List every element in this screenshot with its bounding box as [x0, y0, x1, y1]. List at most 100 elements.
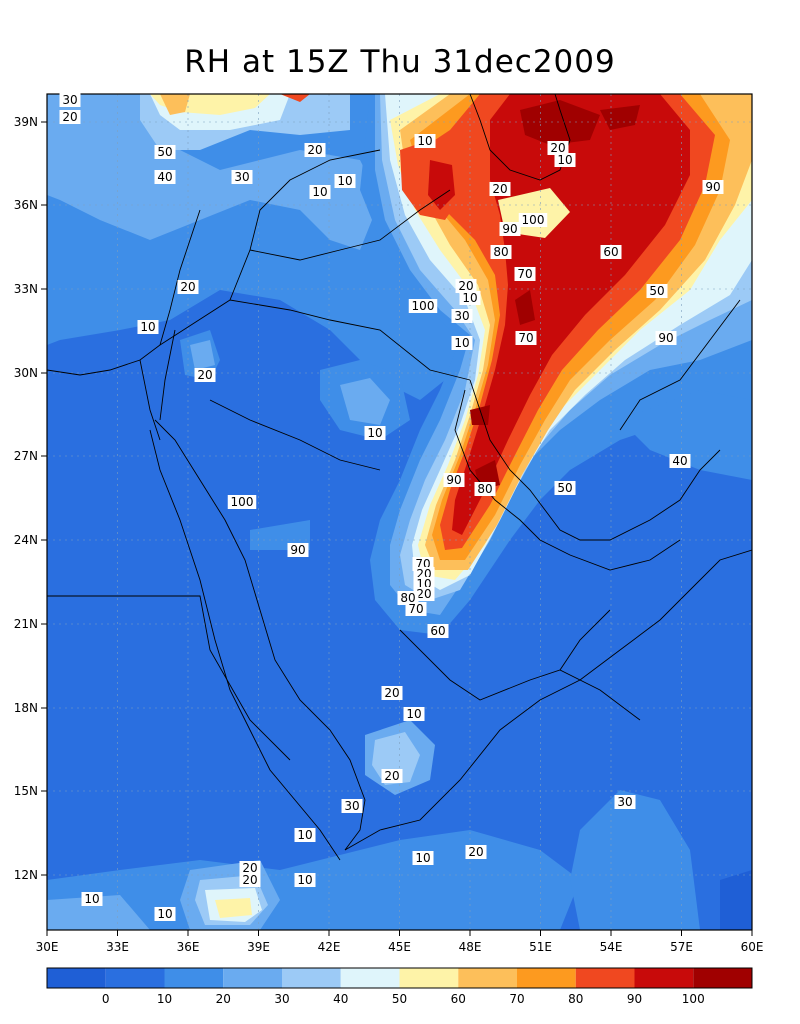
contour-label-text: 30	[62, 93, 77, 107]
colorbar-tick-label: 20	[216, 992, 231, 1006]
contour-label: 20	[59, 110, 81, 124]
colorbar: 0 10 20 30 40 50 60 70 80 90 100	[46, 967, 753, 1006]
lon-tick-label: 60E	[741, 940, 764, 954]
lon-tick-label: 45E	[388, 940, 411, 954]
contour-label-text: 80	[400, 591, 415, 605]
colorbar-swatch	[105, 968, 165, 988]
contour-label: 100	[518, 213, 548, 227]
colorbar-tick-label: 30	[274, 992, 289, 1006]
colorbar-tick-label: 0	[102, 992, 110, 1006]
band-north-80	[280, 94, 310, 102]
contour-label-text: 20	[550, 141, 565, 155]
colorbar-swatch	[282, 968, 341, 988]
colorbar-swatch	[223, 968, 282, 988]
colorbar-swatch	[458, 968, 517, 988]
colorbar-swatch	[340, 968, 400, 988]
contour-label-text: 30	[617, 795, 632, 809]
contour-label-text: 30	[234, 170, 249, 184]
contour-label: 50	[646, 284, 668, 298]
contour-label: 90	[443, 473, 465, 487]
contour-label: 20	[413, 587, 435, 601]
lat-tick-label: 39N	[14, 115, 38, 129]
lon-tick-label: 54E	[600, 940, 623, 954]
lon-tick-label: 39E	[247, 940, 270, 954]
lon-tick-label: 36E	[177, 940, 200, 954]
contour-label-text: 20	[384, 686, 399, 700]
colorbar-swatch	[575, 968, 635, 988]
contour-label: 30	[231, 170, 253, 184]
contour-label-text: 60	[603, 245, 618, 259]
contour-label-text: 50	[157, 145, 172, 159]
contour-label: 30	[341, 799, 363, 813]
contour-label: 20	[304, 143, 326, 157]
contour-label: 10	[412, 851, 434, 865]
lon-tick-label: 57E	[670, 940, 693, 954]
contour-label-text: 20	[468, 845, 483, 859]
colorbar-tick-label: 60	[451, 992, 466, 1006]
contour-label-text: 20	[62, 110, 77, 124]
contour-label: 80	[490, 245, 512, 259]
lat-tick-label: 21N	[14, 617, 38, 631]
contour-label: 80	[397, 591, 419, 605]
band-north-70	[160, 94, 190, 115]
coastline-layer	[47, 94, 752, 861]
colorbar-tick-label: 40	[333, 992, 348, 1006]
contour-label-text: 30	[344, 799, 359, 813]
contour-label-text: 10	[297, 828, 312, 842]
contour-label: 10	[459, 291, 481, 305]
contour-label: 10	[414, 134, 436, 148]
lon-tick-label: 48E	[459, 940, 482, 954]
contour-label: 90	[499, 222, 521, 236]
contour-label: 20	[381, 769, 403, 783]
contour-label: 100	[408, 299, 438, 313]
contour-label-text: 90	[446, 473, 461, 487]
contour-label: 40	[669, 454, 691, 468]
colorbar-swatch	[164, 968, 224, 988]
contour-label-text: 90	[658, 331, 673, 345]
contour-label-text: 10	[140, 320, 155, 334]
contour-label-text: 20	[307, 143, 322, 157]
contour-label-text: 70	[518, 331, 533, 345]
contour-label-text: 20	[242, 861, 257, 875]
contour-label-text: 10	[454, 336, 469, 350]
colorbar-swatch	[517, 968, 576, 988]
contour-label: 30	[59, 93, 81, 107]
colorbar-swatch	[399, 968, 459, 988]
contour-label: 10	[294, 873, 316, 887]
contour-label: 10	[309, 185, 331, 199]
contour-label-text: 100	[522, 213, 545, 227]
contour-label: 10	[403, 707, 425, 721]
lat-tick-label: 27N	[14, 449, 38, 463]
lat-tick-label: 15N	[14, 784, 38, 798]
contour-label-text: 20	[242, 873, 257, 887]
colorbar-tick-label: 100	[682, 992, 705, 1006]
contour-label-text: 50	[557, 481, 572, 495]
lon-tick-label: 33E	[106, 940, 129, 954]
contour-label: 20	[489, 182, 511, 196]
contour-label: 10	[451, 336, 473, 350]
lat-tick-label: 12N	[14, 868, 38, 882]
contour-label-text: 20	[416, 587, 431, 601]
contour-label-text: 90	[705, 180, 720, 194]
contour-label: 90	[655, 331, 677, 345]
contour-label: 90	[702, 180, 724, 194]
contour-label-text: 10	[367, 426, 382, 440]
contour-label: 100	[227, 495, 257, 509]
contour-label: 20	[455, 279, 477, 293]
contour-label-text: 10	[312, 185, 327, 199]
contour-label: 80	[474, 482, 496, 496]
band-se-20	[570, 790, 700, 930]
contour-label: 20	[381, 686, 403, 700]
contour-label-text: 60	[430, 624, 445, 638]
contour-label-text: 30	[454, 309, 469, 323]
contour-label: 20	[547, 141, 569, 155]
contour-label-text: 50	[649, 284, 664, 298]
contour-label-text: 100	[231, 495, 254, 509]
colorbar-swatch	[693, 968, 752, 988]
contour-label-text: 20	[384, 769, 399, 783]
contour-label-text: 10	[84, 892, 99, 906]
contour-fill-layer	[47, 94, 752, 930]
colorbar-swatch	[47, 968, 106, 988]
lat-tick-label: 18N	[14, 701, 38, 715]
